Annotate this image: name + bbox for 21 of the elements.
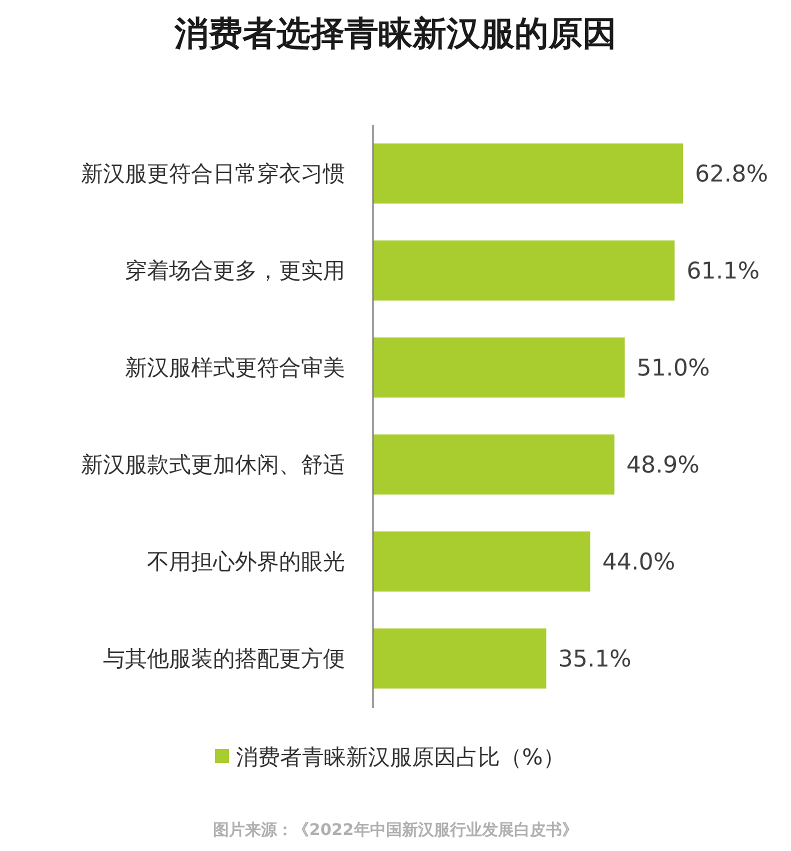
bar xyxy=(373,143,683,204)
y-tick-label: 穿着场合更多，更实用 xyxy=(125,259,345,284)
bar xyxy=(373,240,675,301)
bar xyxy=(373,531,590,592)
y-tick-label: 与其他服装的搭配更方便 xyxy=(103,647,345,672)
y-tick-label: 新汉服更符合日常穿衣习惯 xyxy=(81,162,345,188)
bar xyxy=(373,628,546,689)
data-label: 48.9% xyxy=(626,452,700,479)
data-label: 35.1% xyxy=(558,646,632,673)
data-label: 51.0% xyxy=(636,356,710,382)
data-label: 61.1% xyxy=(686,258,760,285)
chart-title: 消费者选择青睐新汉服的原因 xyxy=(174,14,616,54)
y-tick-label: 不用担心外界的眼光 xyxy=(147,550,345,576)
bar xyxy=(373,434,614,495)
text: 图片来源：《2022年中国新汉服行业发展白皮书》 xyxy=(213,820,578,839)
data-label: 44.0% xyxy=(602,550,676,576)
y-tick-label: 新汉服款式更加休闲、舒适 xyxy=(81,453,345,478)
legend-label: 消费者青睐新汉服原因占比（%） xyxy=(236,746,565,771)
data-label: 62.8% xyxy=(695,162,768,188)
y-tick-label: 新汉服样式更符合审美 xyxy=(125,356,345,382)
bar xyxy=(373,337,625,398)
